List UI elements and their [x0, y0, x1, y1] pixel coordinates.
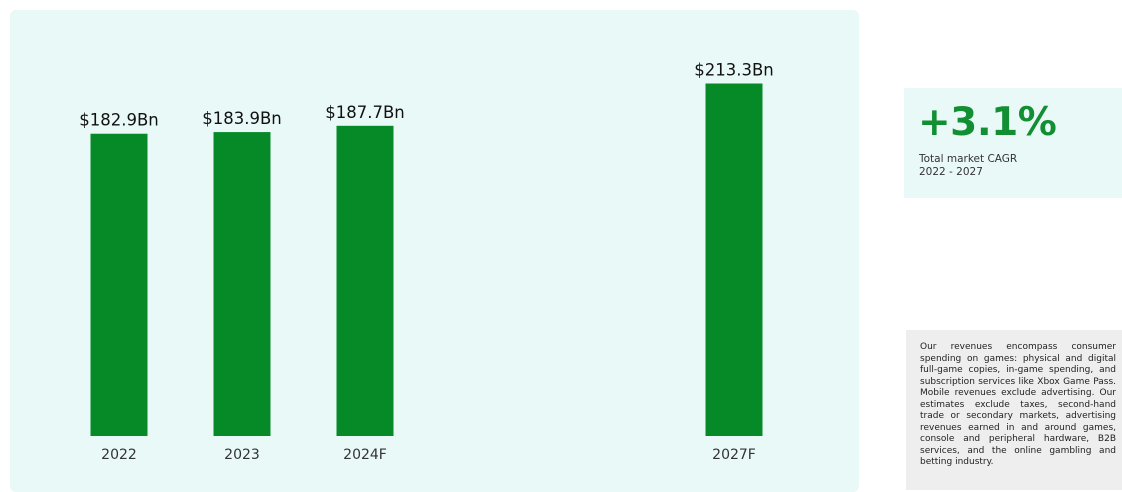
- bar-2024f: [336, 125, 394, 436]
- value-label-2022: $182.9Bn: [79, 111, 159, 130]
- methodology-note: Our revenues encompass consumer spending…: [906, 330, 1122, 490]
- x-tick-label-2027f: 2027F: [712, 447, 756, 463]
- bar-2023: [213, 132, 271, 436]
- x-tick-label-2024f: 2024F: [343, 447, 387, 463]
- cagr-period: 2022 - 2027: [919, 166, 983, 178]
- value-label-2023: $183.9Bn: [202, 109, 282, 128]
- x-tick-label-2023: 2023: [224, 447, 260, 463]
- x-tick-label-2022: 2022: [101, 447, 137, 463]
- cagr-caption: Total market CAGR 2022 - 2027: [919, 153, 1017, 179]
- methodology-note-text: Our revenues encompass consumer spending…: [920, 342, 1116, 467]
- chart-panel: $182.9Bn 2022 $183.9Bn 2023 $187.7Bn 2024F $21…: [10, 10, 859, 492]
- bar-2022: [90, 133, 148, 436]
- cagr-card: +3.1% Total market CAGR 2022 - 2027: [904, 88, 1122, 198]
- cagr-value: +3.1%: [918, 100, 1057, 145]
- bar-chart: $182.9Bn 2022 $183.9Bn 2023 $187.7Bn 2024F $21…: [79, 61, 774, 464]
- value-label-2024f: $187.7Bn: [325, 103, 405, 122]
- cagr-label: Total market CAGR: [919, 153, 1018, 165]
- value-label-2027f: $213.3Bn: [694, 61, 774, 80]
- bar-2027f: [705, 83, 763, 436]
